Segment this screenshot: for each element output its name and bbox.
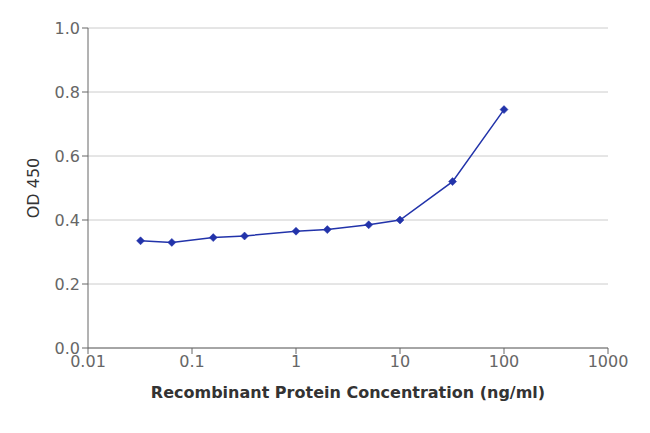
svg-text:0.6: 0.6 <box>55 147 80 166</box>
svg-text:1.0: 1.0 <box>55 19 80 38</box>
svg-text:0.8: 0.8 <box>55 83 80 102</box>
svg-text:0.4: 0.4 <box>55 211 80 230</box>
svg-text:Recombinant Protein Concentrat: Recombinant Protein Concentration (ng/ml… <box>151 383 545 402</box>
svg-text:100: 100 <box>489 352 520 371</box>
svg-text:0.01: 0.01 <box>70 352 106 372</box>
svg-text:10: 10 <box>390 352 410 371</box>
svg-text:0.2: 0.2 <box>55 275 80 294</box>
svg-text:1: 1 <box>291 352 301 371</box>
svg-text:OD 450: OD 450 <box>24 158 43 219</box>
svg-text:1000: 1000 <box>588 352 629 371</box>
svg-text:0.0: 0.0 <box>55 339 80 358</box>
svg-text:0.1: 0.1 <box>179 352 204 371</box>
